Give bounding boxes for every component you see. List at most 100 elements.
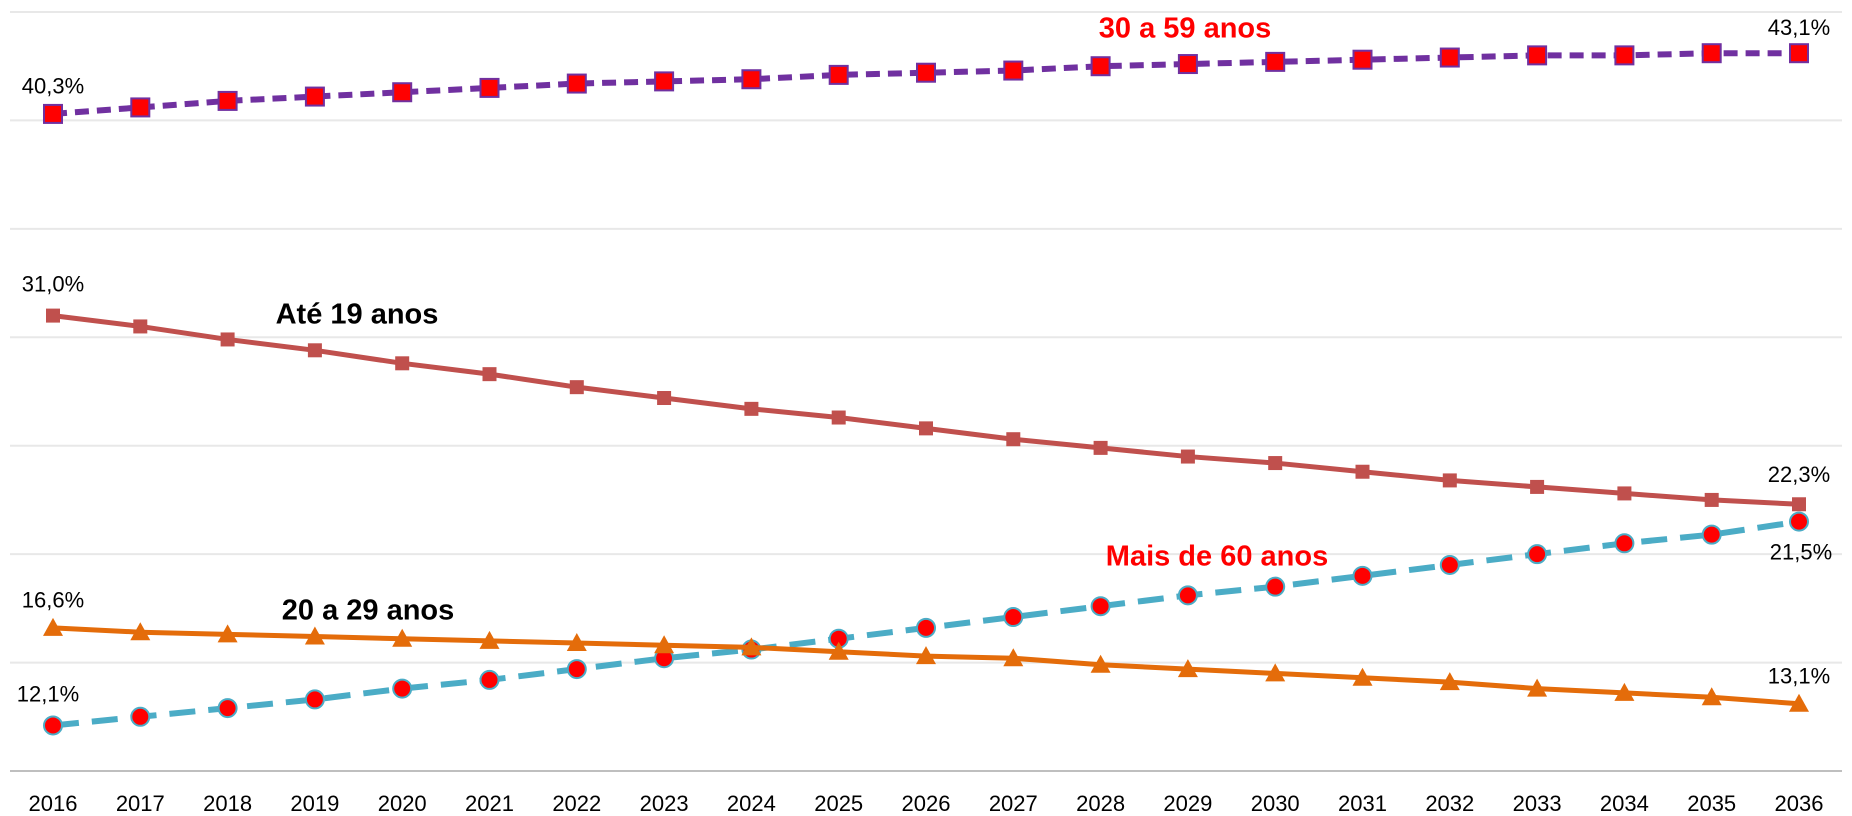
marker [566,633,587,652]
marker [1527,544,1548,565]
marker [654,635,675,654]
marker [1352,49,1373,70]
marker [43,617,63,636]
marker [1792,497,1806,512]
marker [1530,479,1545,494]
marker [217,698,238,719]
marker [1177,54,1198,75]
marker [1090,596,1111,617]
series-line [52,50,1799,117]
marker [217,624,238,643]
marker [130,97,151,118]
marker [395,356,410,371]
marker [1701,524,1722,545]
data-label: 40,3% [22,74,84,99]
series-annotation: 20 a 29 anos [282,595,455,627]
data-label: 31,0% [22,271,84,296]
x-tick-label: 2027 [989,791,1038,816]
x-tick-label: 2032 [1425,791,1474,816]
marker [304,626,325,645]
data-label: 16,6% [22,588,84,613]
x-tick-label: 2018 [203,791,252,816]
marker [43,715,63,736]
marker [828,641,849,660]
marker [916,62,936,83]
marker [566,73,587,94]
x-tick-label: 2026 [902,791,951,816]
marker [1090,654,1111,673]
x-tick-label: 2016 [29,791,78,816]
marker [916,617,936,638]
series-annotation: Até 19 anos [276,299,439,331]
marker [1180,449,1195,464]
marker [744,401,759,416]
marker [566,659,587,680]
marker [1442,473,1457,488]
marker [1177,659,1198,678]
x-tick-label: 2024 [727,791,776,816]
x-tick-label: 2019 [290,791,339,816]
x-tick-label: 2023 [640,791,689,816]
marker [1617,486,1632,501]
marker [741,69,762,90]
x-tick-label: 2017 [116,791,165,816]
x-tick-label: 2036 [1775,791,1824,816]
series-annotation: Mais de 60 anos [1106,541,1328,573]
marker [1352,667,1373,686]
marker [304,86,325,107]
x-tick-label: 2034 [1600,791,1649,816]
marker [1527,45,1548,66]
marker [1439,672,1460,691]
marker [217,90,238,111]
marker [1527,678,1548,697]
marker [1268,456,1283,471]
data-label: 21,5% [1770,539,1832,564]
marker [1265,51,1286,72]
marker [828,64,849,85]
marker [392,678,413,699]
marker [1614,45,1635,66]
marker [392,628,413,647]
marker [1789,43,1809,64]
data-label: 22,3% [1768,462,1830,487]
marker [482,367,497,382]
marker [569,380,584,395]
marker [741,637,762,656]
marker [657,391,672,406]
marker [1614,682,1635,701]
marker [831,410,846,425]
x-tick-label: 2035 [1687,791,1736,816]
marker [1355,464,1370,479]
x-tick-label: 2021 [465,791,514,816]
marker [479,77,500,98]
marker [220,332,235,347]
marker [1003,60,1024,81]
marker [919,421,933,436]
marker [1090,56,1111,77]
marker [916,646,936,665]
data-label: 13,1% [1768,664,1830,689]
marker [1265,576,1286,597]
marker [1003,648,1024,667]
data-label: 12,1% [17,681,79,706]
marker [130,622,151,641]
marker [1439,47,1460,68]
marker [1265,663,1286,682]
marker [43,103,63,124]
data-label: 43,1% [1768,15,1830,40]
x-tick-label: 2025 [814,791,863,816]
marker [1704,492,1719,507]
marker [654,71,675,92]
marker [1614,533,1635,554]
marker [1177,585,1198,606]
x-tick-label: 2030 [1251,791,1300,816]
marker [392,82,413,103]
x-tick-label: 2031 [1338,791,1387,816]
marker [479,630,500,649]
x-tick-label: 2029 [1163,791,1212,816]
marker [307,343,322,358]
x-tick-label: 2033 [1513,791,1562,816]
marker [304,689,325,710]
marker [1701,687,1722,706]
